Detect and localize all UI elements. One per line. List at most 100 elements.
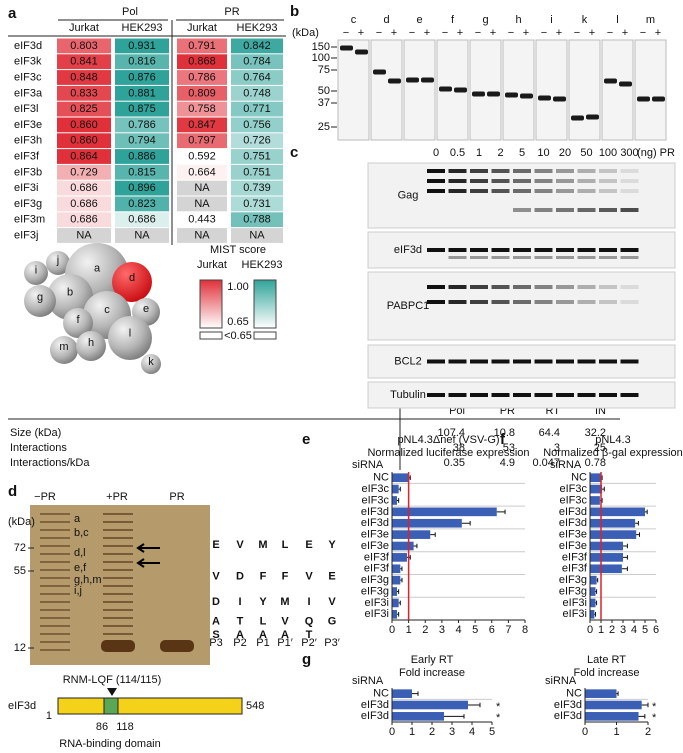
row-label: eIF3l — [14, 103, 38, 115]
logo-letter: Y — [328, 539, 336, 551]
sign: + — [523, 27, 529, 39]
cell-value: 0.896 — [128, 182, 156, 194]
sign: − — [442, 27, 448, 39]
category-label: eIF3f — [562, 551, 588, 563]
dose-label: 5 — [519, 147, 525, 159]
arrow — [136, 543, 160, 568]
blot — [634, 39, 667, 141]
marker-label: 37 — [318, 97, 330, 109]
blot — [337, 39, 370, 141]
band — [577, 300, 596, 304]
band — [556, 359, 574, 364]
band — [487, 91, 500, 97]
row-label: Size (kDa) — [10, 427, 61, 439]
x-tick-label: 6 — [653, 624, 659, 636]
node-label: c — [104, 304, 110, 316]
lane-label: k — [582, 14, 588, 26]
cell-value: 0.592 — [188, 151, 216, 163]
row-label: eIF3a — [14, 87, 43, 99]
band — [448, 393, 467, 397]
category-label: eIF3d — [559, 517, 587, 529]
error-bar — [400, 566, 403, 572]
band — [103, 513, 133, 515]
sign: − — [343, 27, 349, 39]
band — [556, 179, 574, 183]
cell-value: 64.4 — [539, 427, 560, 439]
dose-label: 1 — [476, 147, 482, 159]
sub-header: HEK293 — [237, 22, 278, 34]
band — [577, 285, 596, 289]
x-tick-label: 2 — [645, 726, 651, 738]
blot — [502, 39, 535, 141]
col-header: IN — [595, 405, 606, 417]
cell-value: 0.686 — [70, 214, 98, 226]
logo-letter: E — [305, 539, 312, 551]
cell-value: 0.739 — [243, 182, 271, 194]
band — [40, 513, 70, 515]
error-bar — [596, 577, 599, 583]
node-label: b — [67, 286, 73, 298]
band — [448, 256, 467, 259]
bar — [585, 689, 617, 698]
band — [40, 529, 70, 531]
cell-value: 10.8 — [494, 427, 515, 439]
band — [40, 593, 70, 595]
logo-letter: M — [258, 539, 267, 551]
heat-cell — [231, 54, 283, 70]
band — [421, 77, 434, 83]
band — [40, 601, 70, 603]
logo-letter: A — [236, 629, 244, 641]
panel-label: g — [302, 651, 311, 668]
site-marker — [107, 688, 117, 696]
heat-cell — [115, 212, 169, 228]
logo-letter: G — [328, 615, 337, 627]
band — [470, 393, 488, 397]
heat-cell — [231, 85, 283, 101]
band — [513, 179, 531, 183]
cell-value: 0.443 — [188, 214, 216, 226]
heat-cell — [177, 85, 227, 101]
band — [534, 393, 553, 397]
heat-cell — [115, 70, 169, 85]
dose-label: 0.5 — [450, 147, 465, 159]
bar — [590, 530, 637, 539]
lane-label: f — [451, 14, 455, 26]
cell-value: 0.881 — [128, 87, 156, 99]
logo-letter: F — [260, 570, 267, 582]
cell-value: 0.886 — [128, 151, 156, 163]
category-label: NC — [566, 688, 582, 700]
band — [448, 169, 467, 173]
category-label: eIF3i — [365, 608, 389, 620]
sign: + — [622, 27, 628, 39]
error-bar — [635, 520, 639, 526]
heat-cell — [57, 149, 111, 164]
band — [577, 179, 596, 183]
heat-cell — [57, 85, 111, 101]
cell-value: 0.833 — [70, 87, 98, 99]
cell-value: 0.794 — [128, 135, 156, 147]
axis-label: siRNA — [545, 675, 577, 687]
category-label: eIF3c — [559, 483, 587, 495]
band — [620, 208, 639, 212]
logo-letter: T — [237, 615, 244, 627]
band — [534, 179, 553, 183]
logo-letter: I — [238, 596, 241, 608]
error-bar — [645, 509, 648, 515]
band — [427, 248, 445, 252]
band — [40, 633, 70, 635]
node-label: h — [88, 337, 94, 349]
band — [620, 248, 639, 252]
band — [620, 189, 639, 193]
error-bar — [595, 600, 598, 606]
cell-value: 0.78 — [585, 457, 606, 469]
band — [103, 585, 133, 587]
category-label: eIF3c — [559, 494, 587, 506]
heat-cell — [231, 196, 283, 212]
blot-label: BCL2 — [394, 355, 422, 367]
blot — [601, 39, 634, 141]
cell-value: 0.809 — [188, 87, 216, 99]
cell-value: 0.860 — [70, 119, 98, 131]
band — [577, 208, 596, 212]
bar — [590, 609, 595, 619]
